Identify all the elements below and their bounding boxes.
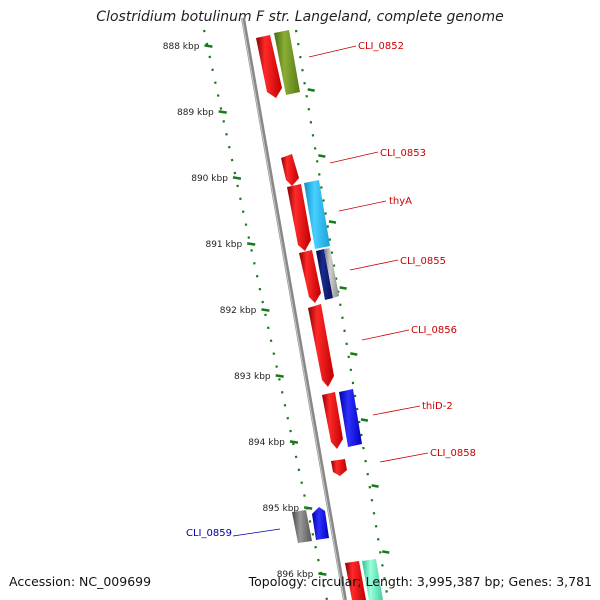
kbp-major-tick: [218, 110, 227, 114]
kbp-axis: 888 kbp 889 kbp 890 kbp 891 kbp 892 kbp 893 k…: [163, 42, 327, 580]
accession-text: Accession: NC_009699: [9, 574, 152, 589]
leader-line: [379, 452, 429, 463]
gene-label-layer: CLI_0852 CLI_0853 thyA CLI_0855 CLI_0856…: [186, 41, 476, 539]
track-accent-tick: [360, 418, 369, 422]
gene-cli0855-gray[interactable]: [324, 248, 339, 298]
right-tick-track: [294, 29, 390, 593]
gene-thid2-blue[interactable]: [339, 389, 362, 447]
leader-line: [329, 151, 379, 164]
kbp-major-tick: [204, 44, 213, 48]
gene-label-thya[interactable]: thyA: [389, 196, 412, 207]
gene-cli0852-olive[interactable]: [274, 30, 300, 95]
leader-line: [349, 259, 399, 271]
kbp-tick-label: 893 kbp: [234, 372, 271, 382]
kbp-tick-label: 895 kbp: [262, 504, 299, 514]
gene-cli0853-red[interactable]: [281, 154, 299, 186]
leader-line: [308, 45, 357, 58]
track-accent-tick: [371, 484, 379, 488]
gene-cli0859-blue[interactable]: [312, 507, 329, 540]
left-tick-track: [202, 29, 329, 600]
leader-line: [361, 329, 410, 341]
gene-label-cli0859[interactable]: CLI_0859: [186, 528, 232, 539]
genome-backbone: [241, 17, 347, 600]
kbp-major-tick: [246, 242, 256, 246]
kbp-major-tick: [232, 176, 242, 180]
kbp-major-tick: [303, 506, 313, 510]
track-accent-tick: [318, 154, 326, 158]
kbp-major-tick: [318, 572, 327, 576]
track-accent-tick: [307, 88, 315, 92]
kbp-tick-label: 890 kbp: [191, 174, 228, 184]
gene-thya-cyan[interactable]: [304, 180, 330, 249]
gene-label-cli0856[interactable]: CLI_0856: [411, 325, 457, 336]
track-accent-tick: [339, 286, 347, 290]
kbp-tick-label: 894 kbp: [248, 438, 285, 448]
track-accent-tick: [350, 352, 358, 356]
leader-line: [338, 200, 387, 212]
gene-next-aqua[interactable]: [362, 559, 383, 600]
genome-title: Clostridium botulinum F str. Langeland, …: [96, 9, 504, 25]
kbp-major-tick: [275, 374, 284, 378]
gene-cli0855-red[interactable]: [299, 250, 321, 303]
track-accent-tick: [328, 220, 337, 224]
kbp-tick-label: 892 kbp: [220, 306, 257, 316]
track-accent-tick: [382, 550, 390, 554]
gene-cli0852-red[interactable]: [256, 35, 282, 98]
gene-label-cli0852[interactable]: CLI_0852: [358, 41, 404, 52]
gene-label-cli0853[interactable]: CLI_0853: [380, 148, 426, 159]
kbp-tick-label: 891 kbp: [205, 240, 242, 250]
kbp-tick-label: 896 kbp: [277, 570, 314, 580]
kbp-tick-label: 889 kbp: [177, 108, 214, 118]
kbp-tick-label: 888 kbp: [163, 42, 200, 52]
gene-cli0856-red[interactable]: [308, 304, 334, 387]
gene-cli0859-dgray[interactable]: [292, 510, 312, 543]
genome-summary-text: Topology: circular; Length: 3,995,387 bp…: [248, 574, 592, 589]
leader-line: [372, 405, 421, 416]
gene-features: [256, 30, 383, 600]
gene-label-cli0855[interactable]: CLI_0855: [400, 256, 446, 267]
gene-label-cli0858[interactable]: CLI_0858: [430, 448, 476, 459]
gene-cli0858-red[interactable]: [331, 459, 347, 476]
gene-cli0855-navy[interactable]: [316, 249, 333, 300]
gene-thid2-red[interactable]: [322, 392, 343, 449]
kbp-major-tick: [289, 440, 299, 444]
gene-next-red[interactable]: [345, 561, 366, 600]
gene-label-thid2[interactable]: thiD-2: [422, 401, 453, 412]
gene-thya-red[interactable]: [287, 184, 311, 251]
leader-line: [232, 528, 281, 537]
kbp-major-tick: [261, 308, 270, 312]
genome-backbone-highlight: [241, 17, 345, 600]
